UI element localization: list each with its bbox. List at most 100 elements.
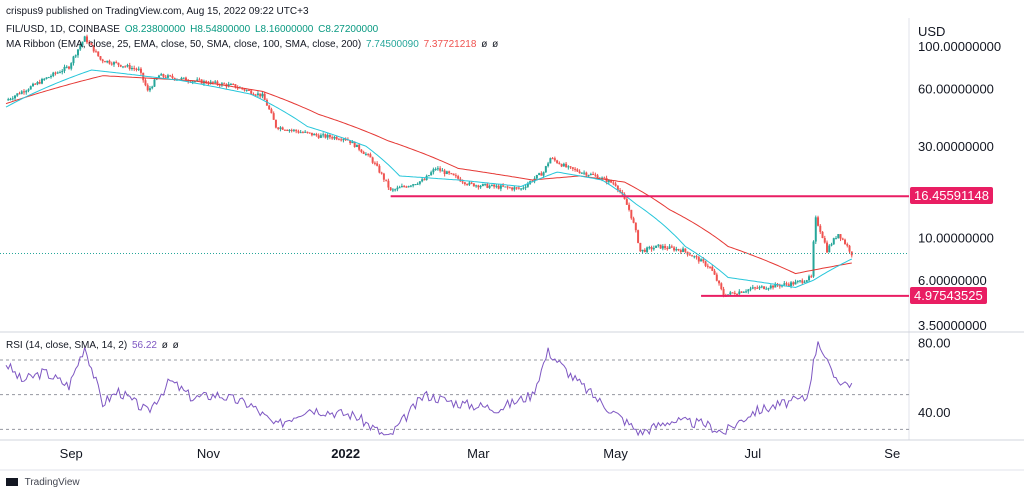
- candle-body: [36, 82, 39, 85]
- candle-body: [317, 135, 320, 138]
- candle-body: [263, 93, 266, 100]
- level-lines: [390, 195, 909, 297]
- candle-body: [443, 170, 446, 175]
- candle-body: [841, 238, 844, 240]
- candle-body: [58, 72, 61, 74]
- candle-body: [526, 183, 529, 187]
- candle-body: [544, 166, 547, 173]
- candle-body: [133, 68, 136, 70]
- candle-body: [738, 291, 741, 295]
- candle-body: [702, 259, 705, 262]
- candle-body: [684, 248, 687, 252]
- candle-body: [344, 139, 347, 141]
- candle-body: [54, 72, 57, 74]
- candle-body: [549, 158, 552, 164]
- candle-body: [589, 173, 592, 176]
- candle-body: [90, 43, 93, 46]
- candle-body: [742, 291, 745, 293]
- candle-body: [434, 168, 437, 170]
- candle-body: [337, 139, 340, 141]
- candle-body: [664, 246, 667, 249]
- candle-body: [565, 163, 568, 168]
- time-tick-label: Jul: [744, 446, 761, 461]
- candle-body: [245, 89, 248, 91]
- candle-body: [180, 77, 183, 80]
- candle-body: [25, 90, 28, 93]
- candle-body: [796, 280, 799, 282]
- candle-body: [144, 80, 147, 86]
- candle-body: [794, 281, 797, 285]
- candle-body: [216, 81, 219, 85]
- candle-body: [457, 176, 460, 179]
- candle-body: [364, 153, 367, 155]
- candle-body: [292, 129, 295, 131]
- candle-body: [382, 173, 385, 180]
- candle-body: [479, 185, 482, 188]
- ohlc-low: L8.16000000: [254, 24, 314, 35]
- candle-body: [13, 95, 16, 99]
- candle-body: [805, 280, 808, 282]
- candle-body: [700, 259, 703, 262]
- candle-body: [799, 280, 802, 282]
- candle-body: [616, 185, 619, 191]
- candle-body: [468, 182, 471, 185]
- candle-body: [126, 65, 129, 67]
- candle-body: [810, 276, 813, 278]
- candle-body: [394, 189, 397, 191]
- candle-body: [290, 129, 293, 131]
- candle-body: [99, 56, 102, 60]
- candle-body: [371, 157, 374, 163]
- candle-body: [808, 276, 811, 281]
- candle-body: [751, 287, 754, 289]
- price-tick-label: 10.00000000: [918, 231, 994, 246]
- candle-body: [184, 77, 187, 81]
- candle-body: [612, 182, 615, 184]
- candle-body: [7, 99, 10, 101]
- symbol[interactable]: FIL/USD, 1D, COINBASE: [6, 24, 120, 35]
- candle-body: [583, 172, 586, 174]
- level-price-tag-low: 4.97543525: [910, 286, 987, 304]
- candle-body: [650, 247, 653, 250]
- candle-body: [448, 171, 451, 174]
- candle-body: [295, 129, 298, 132]
- candle-body: [297, 131, 300, 133]
- candle-body: [540, 173, 543, 176]
- rsi-value-3: ø: [172, 340, 179, 351]
- candle-body: [47, 77, 50, 79]
- price-tick-label: 30.00000000: [918, 139, 994, 154]
- candle-body: [477, 185, 480, 188]
- candle-body: [115, 62, 118, 64]
- candle-body: [137, 68, 140, 70]
- candle-body: [360, 149, 363, 152]
- candle-body: [252, 93, 255, 95]
- candle-body: [619, 190, 622, 193]
- candle-body: [821, 231, 824, 239]
- candle-body: [729, 292, 732, 295]
- candle-body: [733, 292, 736, 295]
- candle-body: [151, 86, 154, 89]
- candle-body: [682, 248, 685, 252]
- candle-body: [715, 274, 718, 281]
- candle-body: [81, 41, 84, 46]
- ma-ribbon-legend[interactable]: MA Ribbon (EMA, close, 25, EMA, close, 5…: [6, 39, 500, 50]
- candle-body: [711, 266, 714, 271]
- rsi-legend[interactable]: RSI (14, close, SMA, 14, 2) 56.22 ø ø: [6, 340, 181, 351]
- candle-body: [432, 169, 435, 173]
- candle-body: [313, 133, 316, 136]
- candle-body: [333, 136, 336, 139]
- price-tick-label: 100.00000000: [918, 39, 1001, 54]
- candles: [7, 34, 853, 298]
- candle-body: [666, 248, 669, 250]
- candle-body: [763, 286, 766, 289]
- candle-body: [547, 163, 550, 167]
- candle-body: [585, 172, 588, 176]
- candle-body: [657, 244, 660, 246]
- candle-body: [499, 185, 502, 189]
- candle-body: [272, 113, 275, 120]
- rsi-label: RSI (14, close, SMA, 14, 2): [6, 340, 128, 351]
- candle-body: [630, 209, 633, 219]
- candle-body: [601, 177, 604, 179]
- rsi-value-2: ø: [161, 340, 168, 351]
- level-price-tag-high: 16.45591148: [910, 187, 993, 205]
- candle-body: [652, 247, 655, 250]
